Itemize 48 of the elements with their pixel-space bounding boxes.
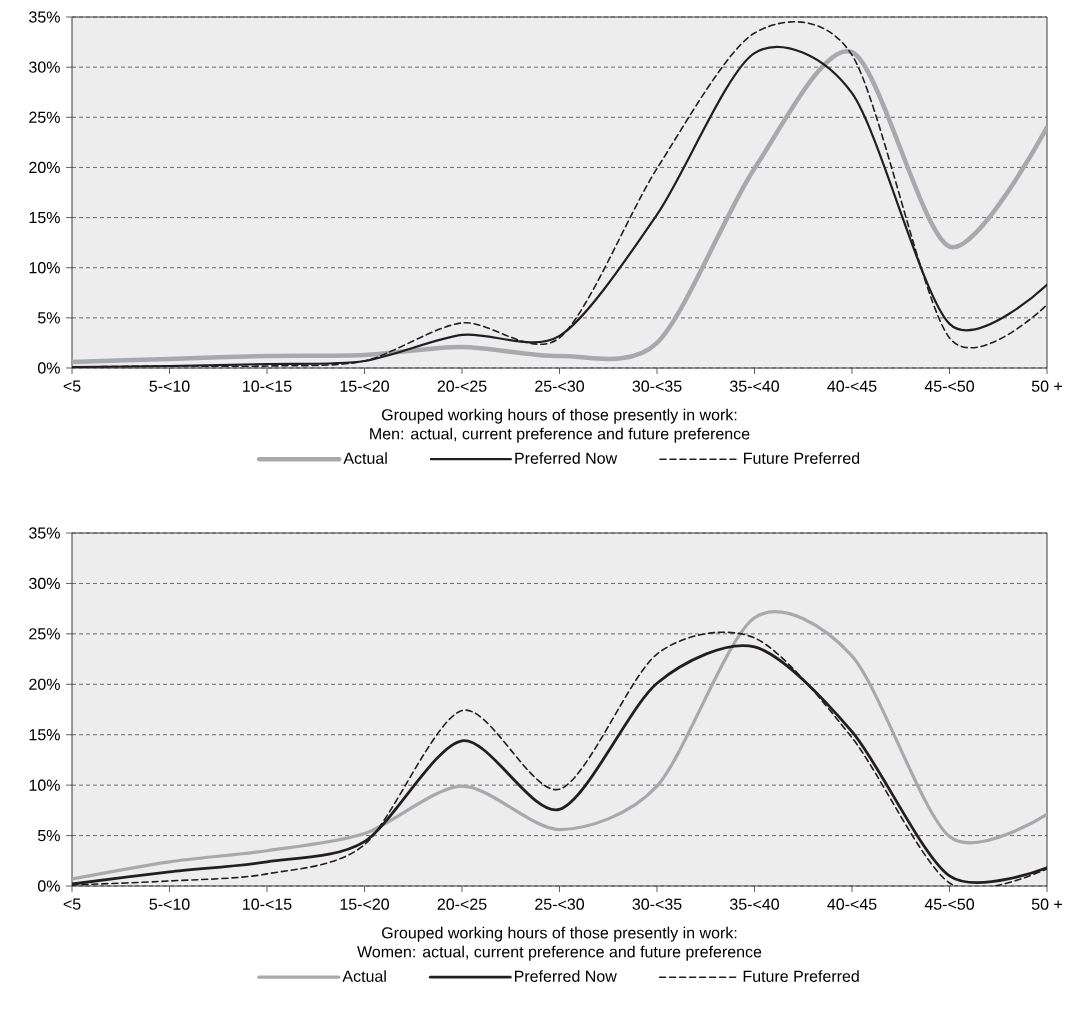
x-tick-label: 50 + — [1031, 380, 1063, 392]
y-tick-label: 25% — [29, 628, 60, 640]
legend-label: Preferred Now — [515, 452, 618, 464]
y-tick-label: 30% — [29, 61, 60, 73]
legend-label: Actual — [342, 970, 386, 982]
x-tick-label: 30-<35 — [632, 898, 682, 910]
x-tick-label: 30-<35 — [632, 380, 682, 392]
y-tick-label: 30% — [29, 577, 60, 590]
x-tick-label: 40-<45 — [827, 898, 877, 910]
y-tick-label: 20% — [29, 678, 60, 690]
x-axis-title: Grouped working hours of those presently in work: — [382, 926, 737, 942]
x-axis-title: Grouped working hours of those presently in work: — [382, 408, 737, 424]
y-tick-label: 20% — [29, 161, 60, 174]
y-tick-label: 15% — [29, 729, 60, 741]
x-tick-label: 25-<30 — [535, 898, 585, 910]
x-tick-label: 20-<25 — [437, 898, 487, 910]
x-tick-label: 5-<10 — [149, 898, 190, 910]
y-tick-label: 35% — [29, 527, 60, 539]
x-tick-label: 25-<30 — [535, 380, 585, 392]
text: Men: actual, current preference and future preference — [370, 427, 750, 443]
x-tick-label: 45-<50 — [924, 898, 975, 910]
x-tick-label: 10-<15 — [243, 380, 292, 392]
y-tick-label: 0% — [37, 362, 60, 374]
x-tick-label: 5-<10 — [149, 380, 190, 392]
x-tick-label: 15-<20 — [340, 380, 390, 392]
legend-label: Future Preferred — [744, 452, 860, 464]
y-tick-label: 15% — [29, 211, 60, 224]
legend-label: Actual — [343, 452, 387, 464]
legend-label: Future Preferred — [743, 970, 859, 982]
x-tick-label: 15-<20 — [340, 898, 390, 910]
y-tick-label: 5% — [37, 829, 60, 842]
y-tick-label: 35% — [29, 11, 60, 23]
x-tick-label: 35-<40 — [729, 898, 780, 910]
legend-label: Preferred Now — [514, 970, 617, 982]
y-tick-label: 0% — [37, 880, 60, 892]
x-tick-label: 10-<15 — [243, 898, 292, 910]
x-tick-label: <5 — [63, 898, 81, 910]
x-tick-label: 45-<50 — [924, 380, 975, 392]
y-tick-label: 5% — [37, 312, 60, 324]
x-tick-label: 40-<45 — [827, 380, 877, 392]
y-tick-label: 10% — [29, 262, 60, 274]
x-tick-label: 35-<40 — [729, 380, 780, 392]
text: Women: actual, current preference and future preference — [357, 945, 762, 961]
x-tick-label: 50 + — [1031, 898, 1063, 910]
y-tick-label: 10% — [29, 779, 60, 791]
y-tick-label: 25% — [29, 111, 60, 123]
x-tick-label: 20-<25 — [437, 380, 487, 392]
x-tick-label: <5 — [63, 380, 81, 392]
